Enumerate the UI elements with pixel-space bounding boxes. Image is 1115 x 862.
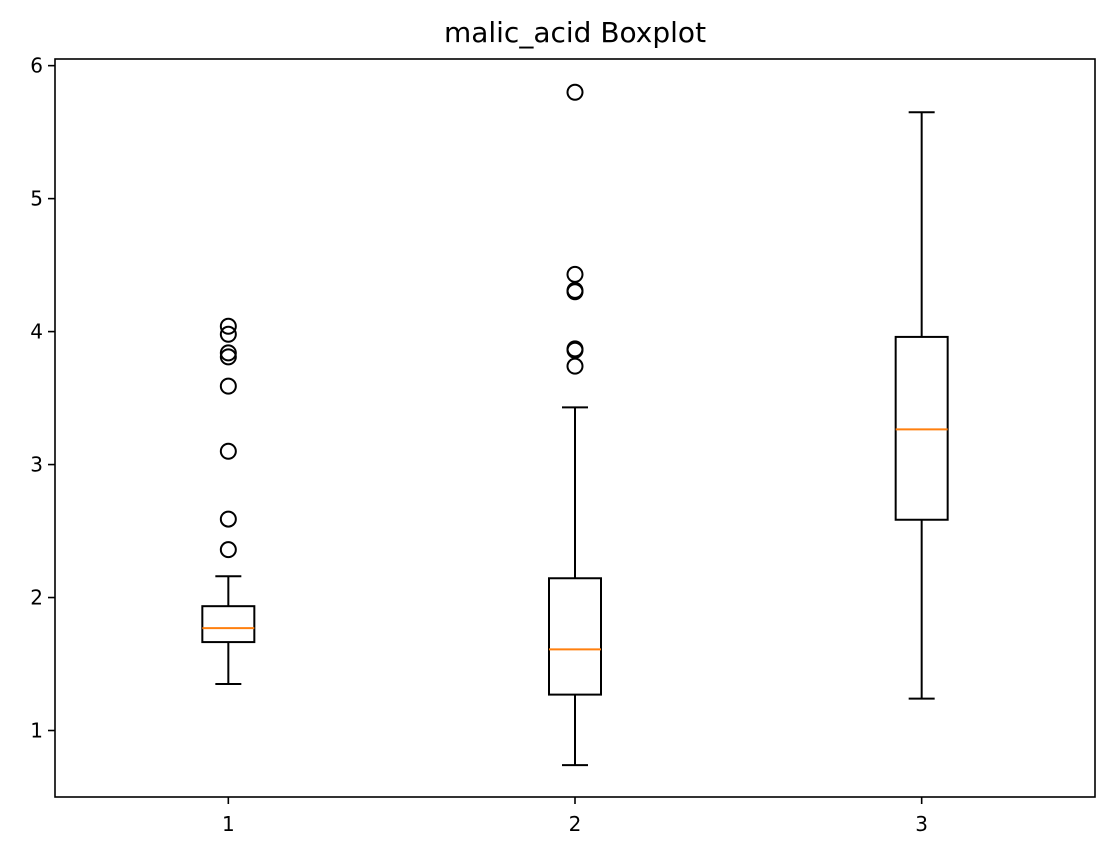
outlier-point <box>219 344 237 362</box>
y-tick-label: 3 <box>30 453 43 477</box>
box-group-3 <box>894 111 949 700</box>
y-tick-label: 5 <box>30 187 43 211</box>
boxplot-series <box>201 83 949 767</box>
outlier-point <box>219 541 237 559</box>
y-tick-label: 2 <box>30 586 43 610</box>
outlier-point <box>566 357 584 375</box>
x-tick-label: 2 <box>569 812 582 836</box>
x-tick-label: 1 <box>222 812 235 836</box>
outlier-point <box>219 317 237 335</box>
y-tick-label: 6 <box>30 54 43 78</box>
iqr-box <box>548 577 602 696</box>
y-tick-label: 4 <box>30 320 43 344</box>
y-tick-label: 1 <box>30 719 43 743</box>
outlier-point <box>219 442 237 460</box>
x-axis: 1 2 3 <box>222 797 928 836</box>
iqr-box <box>201 605 256 644</box>
outlier-point <box>219 377 237 395</box>
box-group-1 <box>201 317 256 685</box>
chart-title: malic_acid Boxplot <box>444 16 706 49</box>
outlier-point <box>566 340 584 358</box>
outlier-point <box>219 510 237 528</box>
box-group-2 <box>548 83 602 767</box>
y-axis: 1 2 3 4 5 6 <box>30 54 55 743</box>
outlier-point <box>219 325 237 343</box>
outlier-point <box>566 265 584 283</box>
outlier-point <box>566 83 584 101</box>
x-tick-label: 3 <box>915 812 928 836</box>
